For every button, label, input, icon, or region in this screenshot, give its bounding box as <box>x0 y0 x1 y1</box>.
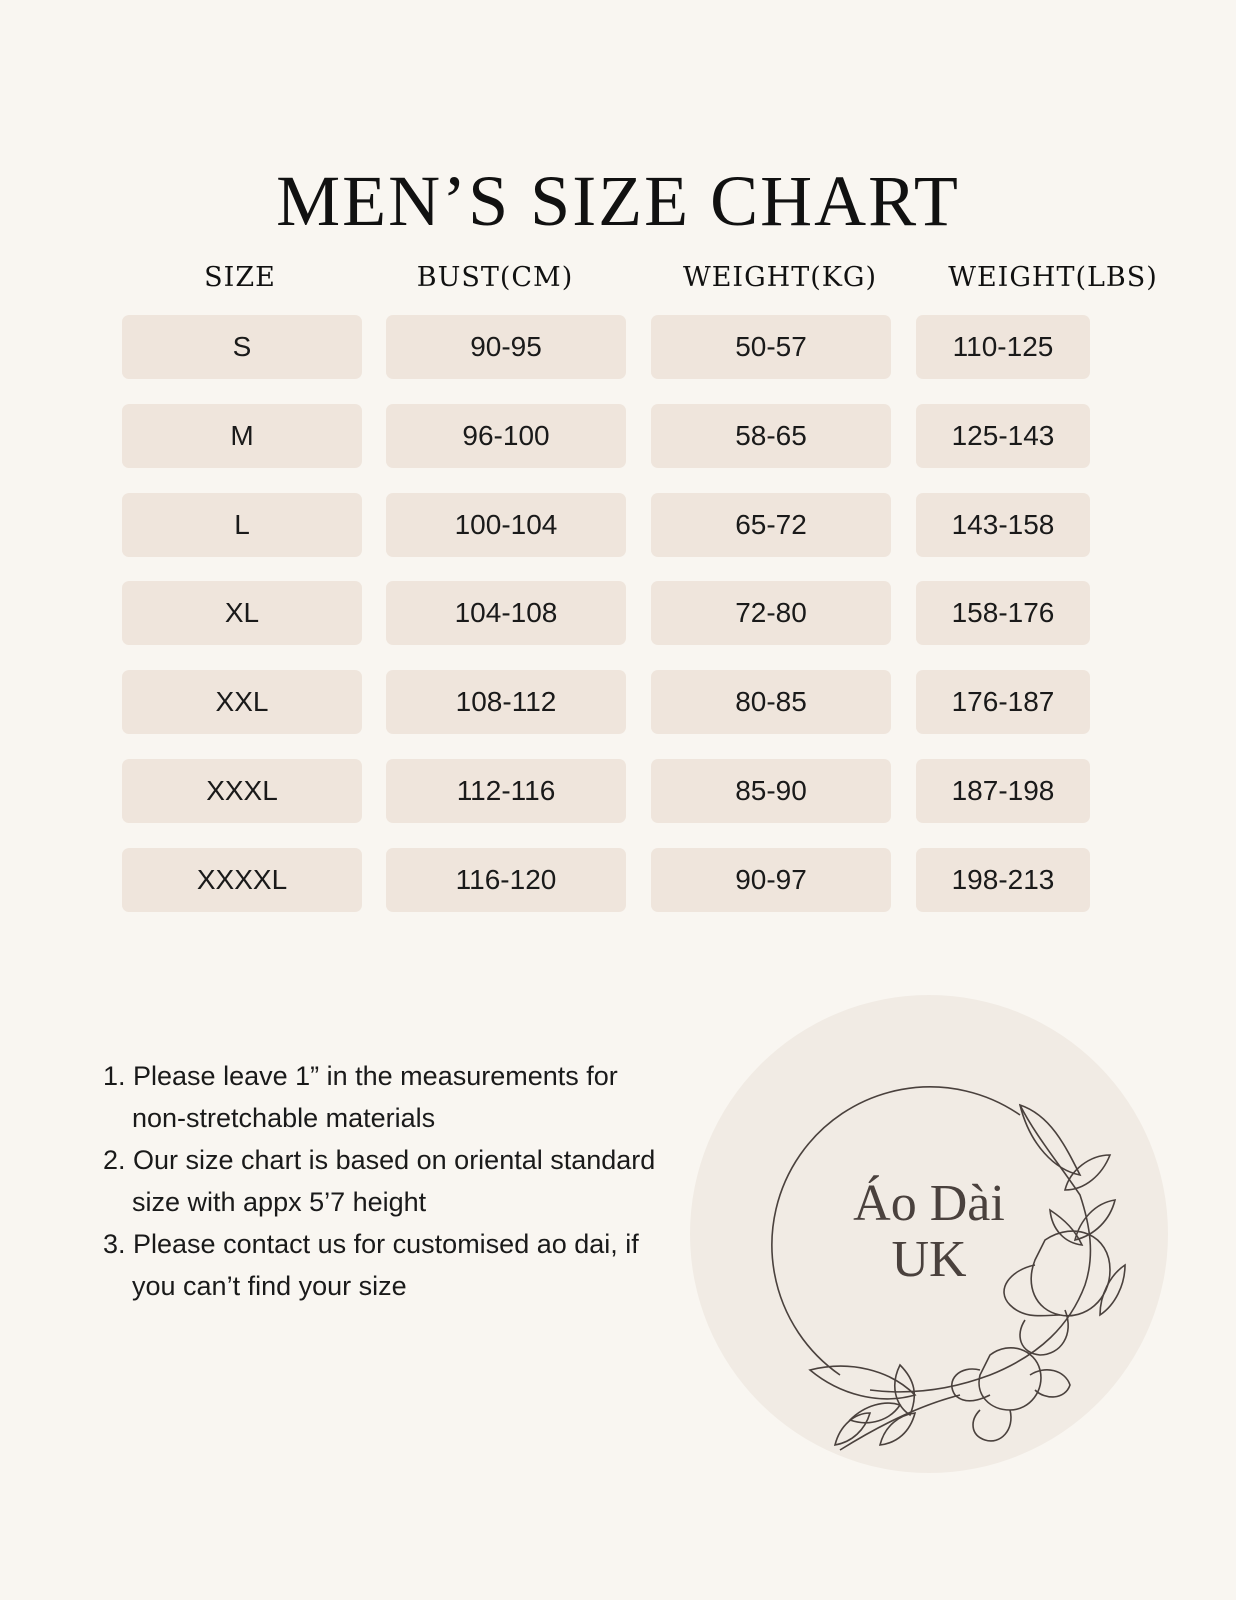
note-item: 2. Our size chart is based on oriental s… <box>103 1145 656 1217</box>
column-header-weight-kg: WEIGHT(KG) <box>682 262 878 293</box>
table-cell-bust-cm: 96-100 <box>386 403 626 468</box>
table-cell-weight-lbs: 187-198 <box>916 759 1090 823</box>
page-title: MEN’S SIZE CHART <box>276 161 960 242</box>
table-cell-weight-kg: 65-72 <box>651 492 891 557</box>
table-cell-bust-cm: 112-116 <box>386 759 626 823</box>
table-cell-weight-kg: 58-65 <box>651 403 891 468</box>
logo-text-line1: Áo Dài <box>853 1175 1005 1232</box>
table-cell-bust-cm: 108-112 <box>386 670 626 735</box>
table-cell-weight-lbs: 125-143 <box>916 403 1090 468</box>
table-cell-weight-kg: 80-85 <box>651 670 891 735</box>
table-cell-weight-lbs: 110-125 <box>916 315 1090 379</box>
column-header-weight-lbs: WEIGHT(LBS) <box>948 262 1158 293</box>
table-cell-weight-kg: 50-57 <box>651 315 891 379</box>
table-cell-bust-cm: 90-95 <box>386 315 626 379</box>
floral-wreath-icon <box>771 1086 1126 1451</box>
table-cell-size: M <box>122 403 362 468</box>
table-cell-bust-cm: 116-120 <box>386 847 626 912</box>
table-cell-bust-cm: 104-108 <box>386 581 626 646</box>
note-item: 1. Please leave 1” in the measurements f… <box>103 1061 618 1133</box>
table-cell-size: XXXL <box>122 759 362 823</box>
column-header-bust-cm: BUST(CM) <box>416 262 574 293</box>
logo-text-line2: UK <box>891 1231 967 1288</box>
table-cell-weight-kg: 72-80 <box>651 581 891 646</box>
table-cell-weight-lbs: 198-213 <box>916 847 1090 912</box>
column-header-size: SIZE <box>204 262 276 293</box>
table-cell-weight-lbs: 176-187 <box>916 670 1090 735</box>
table-cell-size: XXL <box>122 670 362 735</box>
table-cell-bust-cm: 100-104 <box>386 492 626 557</box>
notes-list: 1. Please leave 1” in the measurements f… <box>103 1055 663 1307</box>
table-cell-weight-lbs: 158-176 <box>916 581 1090 646</box>
brand-logo: Áo Dài UK <box>690 995 1168 1473</box>
table-cell-size: S <box>122 315 362 379</box>
table-cell-size: L <box>122 492 362 557</box>
table-cell-weight-lbs: 143-158 <box>916 492 1090 557</box>
table-cell-size: XL <box>122 581 362 646</box>
table-cell-size: XXXXL <box>122 847 362 912</box>
table-cell-weight-kg: 90-97 <box>651 847 891 912</box>
table-cell-weight-kg: 85-90 <box>651 759 891 823</box>
note-item: 3. Please contact us for customised ao d… <box>103 1229 639 1301</box>
